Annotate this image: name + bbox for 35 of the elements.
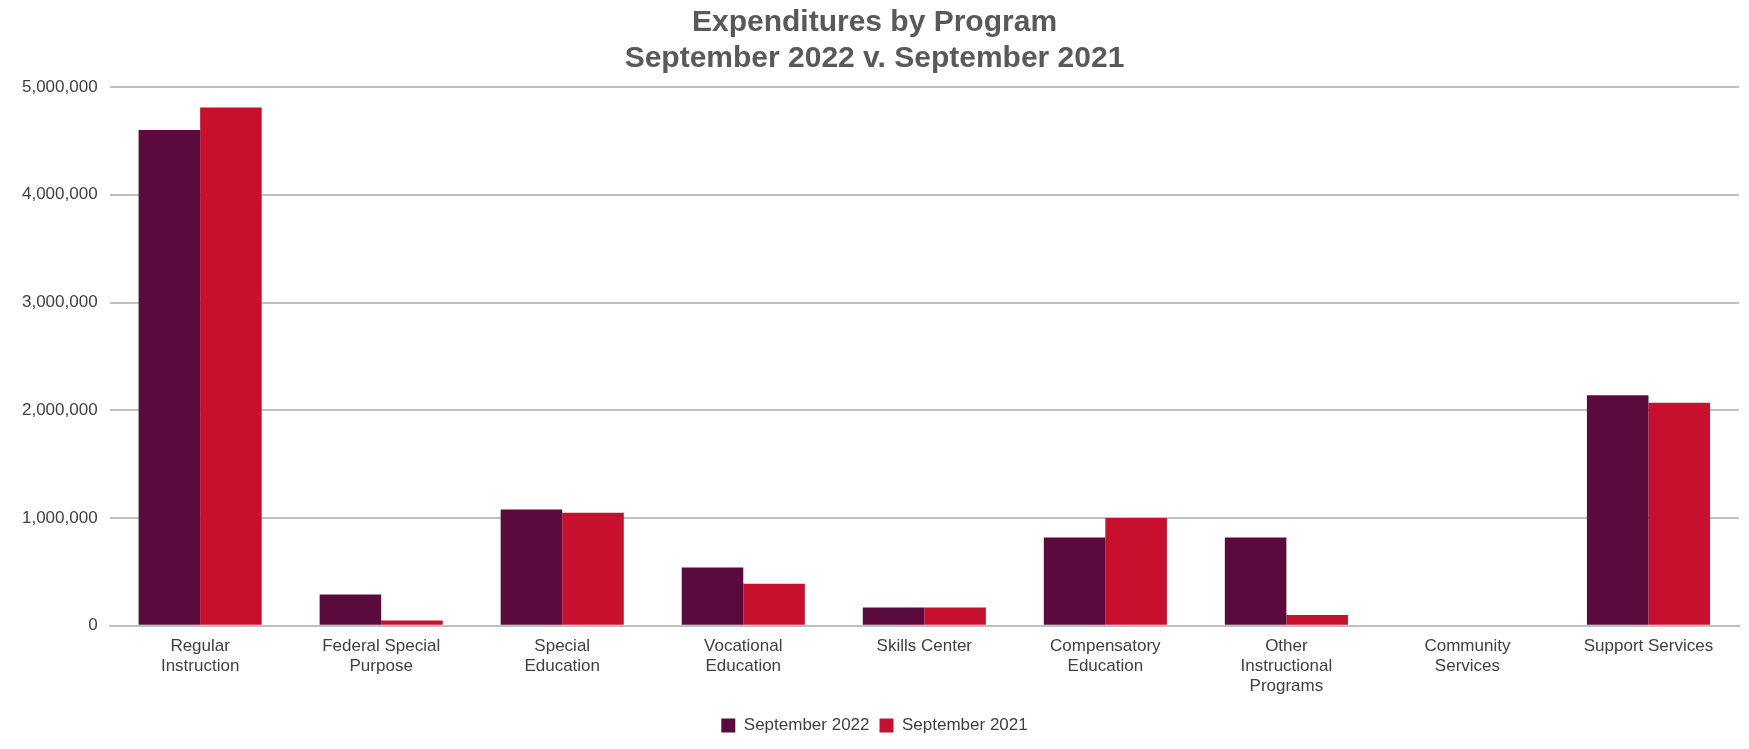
bar — [1286, 615, 1348, 625]
y-tick-label: 3,000,000 — [21, 292, 98, 312]
bar — [1043, 537, 1106, 625]
y-tick-label: 2,000,000 — [21, 399, 98, 419]
x-tick-label: Regular Instruction — [160, 635, 240, 676]
x-tick-label: Vocational Education — [704, 635, 783, 676]
bar — [862, 607, 925, 625]
x-tick-label: Federal Special Purpose — [322, 635, 441, 676]
x-tick-label: Community Services — [1424, 635, 1511, 676]
x-tick-label: Special Education — [524, 635, 601, 676]
legend-label: September 2021 — [902, 715, 1028, 735]
y-tick-label: 1,000,000 — [21, 507, 98, 527]
y-tick-label: 0 — [88, 615, 98, 635]
bar — [138, 130, 201, 625]
chart-title: Expenditures by Program — [691, 4, 1058, 38]
y-tick-label: 4,000,000 — [21, 184, 98, 204]
bar — [1224, 537, 1287, 625]
x-tick-label: Support Services — [1583, 635, 1714, 655]
bar — [1105, 518, 1167, 625]
chart-subtitle: September 2022 v. September 2021 — [624, 40, 1125, 74]
bar — [681, 567, 744, 625]
x-tick-label: Compensatory Education — [1050, 635, 1162, 676]
bar — [743, 583, 805, 625]
bar — [319, 594, 382, 625]
bar — [381, 620, 443, 625]
bar — [500, 509, 563, 625]
bar — [1648, 402, 1711, 625]
legend-label: September 2022 — [743, 715, 870, 735]
bar — [562, 512, 624, 625]
y-tick-label: 5,000,000 — [21, 76, 98, 96]
bar — [200, 107, 262, 625]
bar — [1586, 395, 1649, 625]
x-tick-label: Other Instructional Programs — [1240, 635, 1333, 696]
x-tick-label: Skills Center — [876, 635, 973, 655]
bar — [924, 607, 986, 625]
